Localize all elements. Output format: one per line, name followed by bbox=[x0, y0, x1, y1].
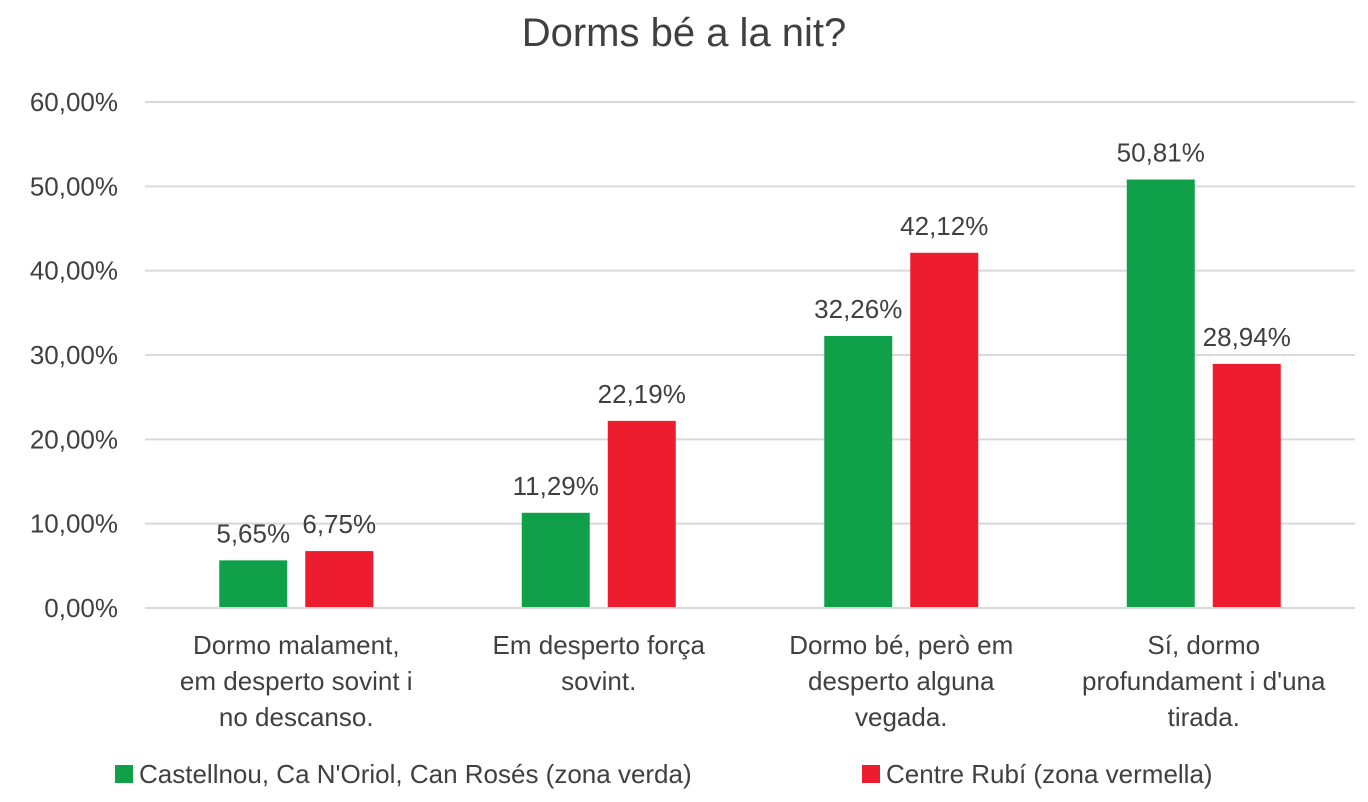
data-labels: 5,65% 6,75% 11,29% 22,19% 32,26% 42,12% 50,81%… bbox=[216, 138, 1290, 549]
bar-series-1 bbox=[1126, 179, 1195, 609]
data-label: 6,75% bbox=[302, 509, 376, 539]
data-label: 11,29% bbox=[513, 471, 599, 501]
bar-series-1 bbox=[521, 512, 590, 608]
bars bbox=[219, 179, 1281, 609]
x-category-label: desperto alguna bbox=[808, 666, 995, 696]
y-tick-label: 20,00% bbox=[30, 424, 118, 454]
y-tick-label: 10,00% bbox=[30, 509, 118, 539]
data-label: 5,65% bbox=[216, 518, 290, 548]
y-tick-label: 0,00% bbox=[44, 593, 118, 623]
data-label: 32,26% bbox=[814, 294, 902, 324]
x-category-label: Sí, dormo bbox=[1147, 630, 1260, 660]
bar-series-1 bbox=[824, 335, 893, 608]
data-label: 50,81% bbox=[1117, 138, 1205, 168]
x-category-label: profundament i d'una bbox=[1082, 666, 1326, 696]
data-label: 42,12% bbox=[900, 211, 988, 241]
chart-title: Dorms bé a la nit? bbox=[522, 11, 847, 55]
data-label: 28,94% bbox=[1203, 322, 1291, 352]
x-category-label: em desperto sovint i bbox=[180, 666, 413, 696]
gridlines bbox=[145, 101, 1355, 609]
x-category-label: tirada. bbox=[1168, 702, 1240, 732]
bar-series-1 bbox=[219, 560, 288, 608]
legend-label: Centre Rubí (zona vermella) bbox=[886, 759, 1213, 789]
bar-series-2 bbox=[910, 252, 979, 608]
x-category-label: no descanso. bbox=[219, 702, 374, 732]
bar-series-2 bbox=[1212, 363, 1281, 608]
bar-series-2 bbox=[607, 420, 676, 608]
data-label: 22,19% bbox=[598, 379, 686, 409]
x-category-label: vegada. bbox=[855, 702, 948, 732]
legend-swatch-series-2 bbox=[862, 765, 880, 783]
x-category-label: Dormo malament, bbox=[193, 630, 400, 660]
y-tick-label: 40,00% bbox=[30, 256, 118, 286]
x-axis: Dormo malament, em desperto sovint i no de… bbox=[145, 607, 1355, 732]
y-tick-label: 30,00% bbox=[30, 340, 118, 370]
y-axis: 0,00% 10,00% 20,00% 30,00% 40,00% 50,00% 60,00… bbox=[30, 87, 118, 623]
legend-swatch-series-1 bbox=[115, 765, 133, 783]
legend: Castellnou, Ca N'Oriol, Can Rosés (zona … bbox=[115, 759, 1213, 789]
x-category-label: sovint. bbox=[561, 666, 636, 696]
x-category-label: Dormo bé, però em bbox=[789, 630, 1013, 660]
y-tick-label: 60,00% bbox=[30, 87, 118, 117]
x-category-label: Em desperto força bbox=[493, 630, 706, 660]
y-tick-label: 50,00% bbox=[30, 171, 118, 201]
legend-label: Castellnou, Ca N'Oriol, Can Rosés (zona … bbox=[139, 759, 692, 789]
bar-series-2 bbox=[305, 551, 374, 608]
